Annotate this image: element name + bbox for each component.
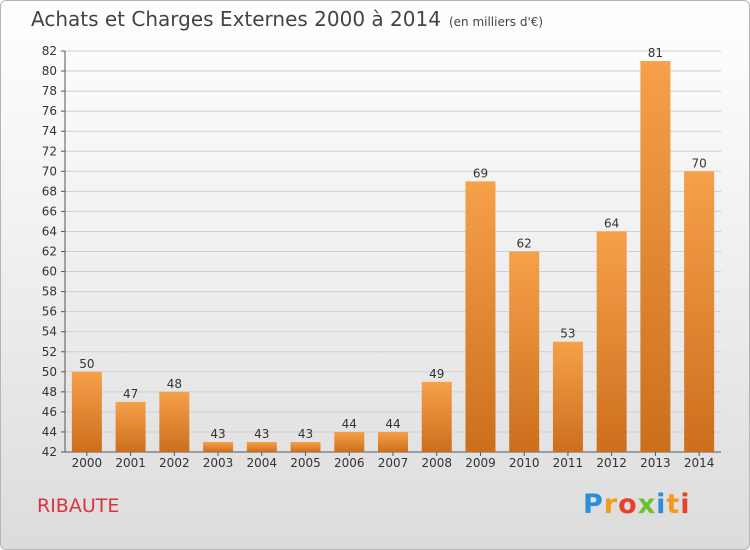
- y-tick-label: 80: [42, 64, 57, 78]
- bar: [421, 381, 452, 452]
- x-tick-label: 2003: [203, 456, 234, 470]
- bars: [71, 61, 715, 453]
- y-tick-label: 64: [42, 224, 57, 238]
- bar-value-label: 44: [342, 417, 357, 431]
- place-name: RIBAUTE: [37, 495, 120, 517]
- bar: [71, 371, 102, 452]
- bar: [246, 441, 277, 452]
- y-tick-label: 72: [42, 144, 57, 158]
- bar-value-label: 44: [385, 417, 400, 431]
- bar: [115, 401, 146, 452]
- bar: [290, 441, 321, 452]
- y-tick-label: 62: [42, 245, 57, 259]
- x-tick-label: 2000: [72, 456, 103, 470]
- chart-title-text: Achats et Charges Externes 2000 à 2014: [31, 7, 441, 31]
- bar-value-label: 64: [604, 216, 619, 230]
- y-tick-label: 74: [42, 124, 57, 138]
- logo-letter: t: [666, 489, 681, 520]
- y-tick-label: 76: [42, 104, 57, 118]
- bar-value-label: 43: [254, 427, 269, 441]
- y-tick-label: 54: [42, 325, 57, 339]
- y-tick-label: 48: [42, 385, 57, 399]
- bar: [378, 431, 408, 452]
- logo-letter: r: [603, 489, 619, 520]
- bar: [596, 231, 627, 452]
- logo-letter: i: [656, 489, 667, 520]
- bar: [465, 181, 496, 452]
- bar-value-label: 49: [429, 367, 444, 381]
- bar-value-label: 53: [560, 327, 575, 341]
- logo-letter: i: [680, 489, 691, 520]
- bar: [159, 391, 190, 452]
- y-tick-label: 42: [42, 445, 57, 459]
- x-tick-label: 2009: [465, 456, 496, 470]
- bar: [640, 61, 671, 453]
- x-tick-label: 2013: [640, 456, 671, 470]
- bar: [334, 431, 365, 452]
- x-tick-label: 2001: [115, 456, 146, 470]
- bar-value-label: 69: [473, 166, 488, 180]
- chart-subtitle: (en milliers d'€): [448, 15, 544, 29]
- y-tick-label: 44: [42, 425, 57, 439]
- y-tick-label: 58: [42, 285, 57, 299]
- x-tick-label: 2002: [159, 456, 190, 470]
- x-tick-label: 2006: [334, 456, 365, 470]
- y-tick-label: 50: [42, 365, 57, 379]
- proxiti-logo: Proxiti: [583, 489, 691, 520]
- x-tick-label: 2005: [290, 456, 321, 470]
- y-tick-label: 82: [42, 44, 57, 58]
- y-tick-label: 60: [42, 265, 57, 279]
- y-tick-label: 70: [42, 164, 57, 178]
- bar-value-label: 48: [167, 377, 182, 391]
- y-tick-label: 46: [42, 405, 57, 419]
- labels: 42 44 46 48 50 52 54 56 58 60 62 64 66 68 70 72 74 76 78 80…: [42, 44, 715, 470]
- bar-value-label: 47: [123, 387, 138, 401]
- bar: [684, 171, 715, 453]
- bar-value-label: 43: [298, 427, 313, 441]
- bar: [552, 341, 583, 452]
- bar-value-label: 50: [79, 357, 94, 371]
- bar-value-label: 70: [691, 156, 706, 170]
- x-tick-label: 2007: [378, 456, 409, 470]
- bar-value-label: 62: [517, 237, 532, 251]
- logo-letter: x: [637, 489, 657, 520]
- x-tick-label: 2010: [509, 456, 540, 470]
- chart-title: Achats et Charges Externes 2000 à 2014 (e…: [31, 7, 543, 31]
- x-tick-label: 2004: [247, 456, 278, 470]
- y-tick-label: 78: [42, 84, 57, 98]
- bar: [509, 251, 540, 452]
- y-tick-label: 52: [42, 345, 57, 359]
- bar: [203, 441, 234, 452]
- x-tick-label: 2014: [684, 456, 715, 470]
- x-tick-label: 2012: [596, 456, 627, 470]
- x-tick-label: 2008: [421, 456, 452, 470]
- bar-value-label: 43: [210, 427, 225, 441]
- y-tick-label: 66: [42, 204, 57, 218]
- y-tick-label: 68: [42, 184, 57, 198]
- logo-letter: P: [583, 489, 604, 520]
- y-tick-label: 56: [42, 305, 57, 319]
- x-tick-label: 2011: [553, 456, 584, 470]
- logo-letter: o: [618, 489, 638, 520]
- bar-value-label: 81: [648, 46, 663, 60]
